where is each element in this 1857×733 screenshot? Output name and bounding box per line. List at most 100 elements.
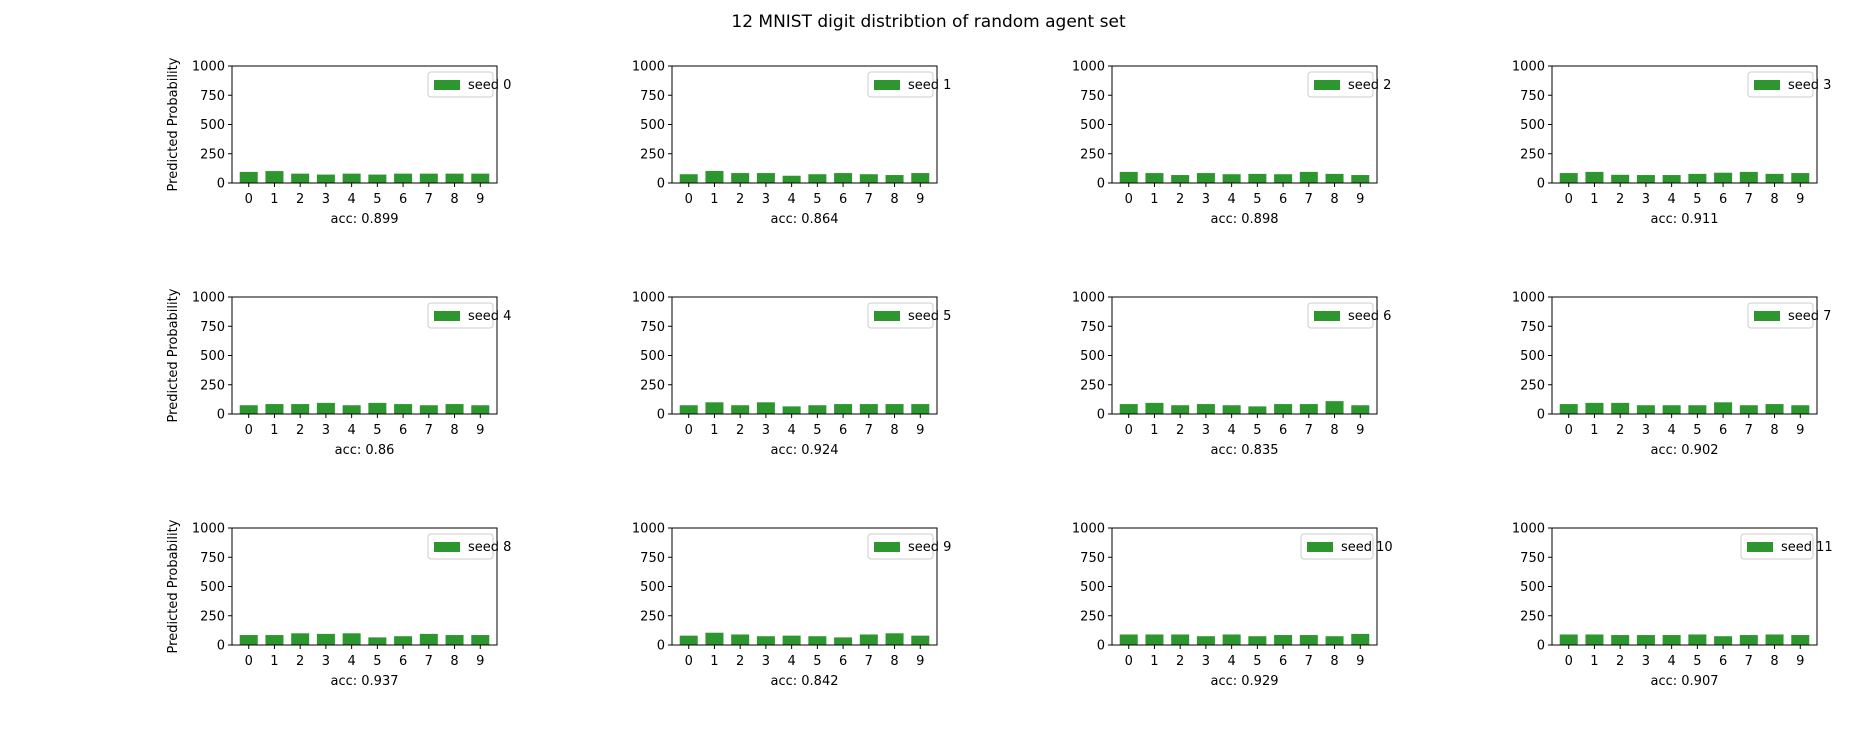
bar <box>679 174 698 183</box>
bar <box>1739 635 1758 645</box>
bar <box>756 173 775 183</box>
bar <box>368 402 387 414</box>
x-tick-label: 6 <box>1279 192 1287 207</box>
bar <box>731 634 750 645</box>
bar <box>1171 634 1190 645</box>
legend-box <box>1307 302 1374 329</box>
bar <box>1145 173 1164 183</box>
y-tick-label: 250 <box>640 609 665 624</box>
bar <box>1325 401 1344 414</box>
x-tick-label: 4 <box>787 423 795 438</box>
x-tick-label: 2 <box>1616 192 1624 207</box>
bar <box>1559 173 1578 183</box>
x-tick-label: 9 <box>1796 423 1804 438</box>
legend-swatch <box>434 542 460 552</box>
x-tick-label: 5 <box>1253 654 1261 669</box>
bar <box>1791 405 1810 414</box>
bar <box>731 173 750 183</box>
bar <box>368 637 387 645</box>
x-tick-label: 4 <box>787 654 795 669</box>
bar <box>1611 402 1630 414</box>
bar <box>1791 635 1810 645</box>
bar <box>394 173 413 183</box>
bar <box>859 634 878 645</box>
x-tick-label: 6 <box>399 423 407 438</box>
x-tick-label: 9 <box>1356 654 1364 669</box>
x-tick-label: 6 <box>399 192 407 207</box>
bar <box>911 635 930 645</box>
x-tick-label: 3 <box>322 654 330 669</box>
x-tick-label: 7 <box>425 192 433 207</box>
x-tick-label: 9 <box>916 423 924 438</box>
bar <box>808 405 827 414</box>
x-tick-label: 4 <box>347 192 355 207</box>
y-tick-label: 250 <box>1080 378 1105 393</box>
x-tick-label: 2 <box>736 654 744 669</box>
x-tick-label: 6 <box>1719 654 1727 669</box>
bar <box>342 173 361 183</box>
bar <box>1636 635 1655 645</box>
x-tick-label: 0 <box>1125 423 1133 438</box>
x-tick-label: 8 <box>890 192 898 207</box>
x-tick-label: 0 <box>245 192 253 207</box>
legend-box <box>1747 71 1814 98</box>
x-tick-label: 6 <box>1719 192 1727 207</box>
x-tick-label: 3 <box>1642 423 1650 438</box>
bar <box>445 173 464 183</box>
subplot-9: 0 250 500 750 1000 0 1 2 3 4 5 6 7 8 9 acc: 0.842 seed 9 <box>632 522 952 690</box>
y-tick-label: 500 <box>1520 118 1545 133</box>
x-tick-label: 0 <box>245 654 253 669</box>
legend-swatch <box>1314 80 1340 90</box>
x-tick-label: 6 <box>839 654 847 669</box>
bar <box>419 173 438 183</box>
bar <box>239 635 258 645</box>
legend-box <box>867 533 934 560</box>
bar <box>885 633 904 645</box>
bar <box>1196 636 1215 645</box>
bar <box>1351 405 1370 414</box>
bar <box>1222 174 1241 183</box>
bar <box>1559 634 1578 645</box>
y-tick-label: 500 <box>1080 349 1105 364</box>
x-tick-label: 9 <box>476 192 484 207</box>
x-tick-label: 3 <box>1642 654 1650 669</box>
x-axis-label: acc: 0.929 <box>1211 674 1279 689</box>
bar <box>445 404 464 414</box>
bar <box>705 402 724 414</box>
bar <box>239 405 258 414</box>
x-tick-label: 7 <box>865 423 873 438</box>
legend-swatch <box>1747 542 1773 552</box>
x-tick-label: 3 <box>1202 192 1210 207</box>
bar <box>1662 175 1681 183</box>
legend-swatch <box>874 311 900 321</box>
y-tick-label: 0 <box>217 177 225 192</box>
subplot-0: 0 250 500 750 1000 0 1 2 3 4 5 6 7 8 9 acc: 0.899 Predic… <box>166 57 511 227</box>
bar <box>756 402 775 414</box>
x-tick-label: 7 <box>865 654 873 669</box>
y-tick-label: 0 <box>657 639 665 654</box>
y-tick-label: 1000 <box>192 522 225 537</box>
legend-swatch <box>1754 80 1780 90</box>
bar <box>1274 404 1293 414</box>
x-tick-label: 3 <box>1202 423 1210 438</box>
x-tick-label: 5 <box>1253 192 1261 207</box>
y-tick-label: 250 <box>1080 147 1105 162</box>
bar <box>265 171 284 183</box>
bar <box>1222 634 1241 645</box>
x-tick-label: 0 <box>685 654 693 669</box>
legend-label: seed 3 <box>1788 78 1831 93</box>
y-tick-label: 0 <box>217 639 225 654</box>
x-axis-label: acc: 0.899 <box>331 212 399 227</box>
y-axis-label: Predicted Probability <box>166 57 181 191</box>
legend-label: seed 9 <box>908 540 951 555</box>
x-tick-label: 8 <box>890 654 898 669</box>
x-tick-label: 1 <box>1150 192 1158 207</box>
bar <box>1248 406 1267 414</box>
bar <box>1714 402 1733 414</box>
y-tick-label: 250 <box>640 378 665 393</box>
bar <box>1765 404 1784 414</box>
x-tick-label: 5 <box>373 192 381 207</box>
x-tick-label: 4 <box>347 423 355 438</box>
y-tick-label: 250 <box>1080 609 1105 624</box>
x-tick-label: 6 <box>839 192 847 207</box>
